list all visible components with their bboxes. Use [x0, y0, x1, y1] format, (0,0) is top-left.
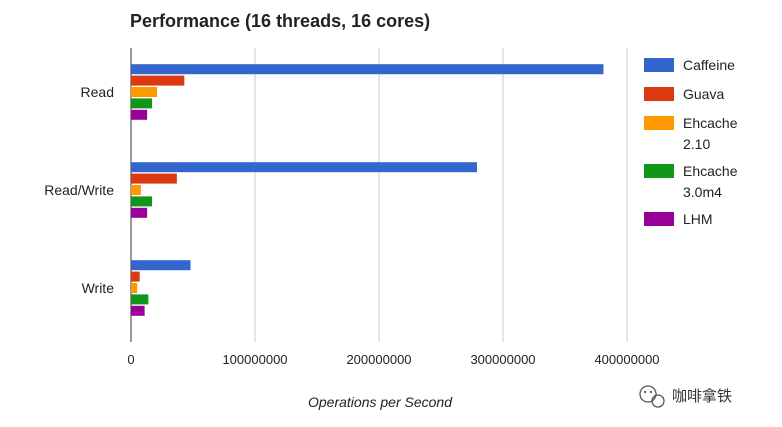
bar-caffeine-read-write — [131, 162, 477, 173]
bar-lhm-read — [131, 109, 148, 120]
bar-guava-write — [131, 271, 140, 282]
bar-caffeine-write — [131, 260, 191, 271]
bar-guava-read — [131, 75, 185, 86]
legend-swatch — [644, 164, 674, 178]
category-label: Write — [82, 280, 115, 296]
legend-label: Ehcache — [683, 163, 738, 179]
legend-swatch — [644, 58, 674, 72]
grid-lines — [130, 48, 628, 342]
legend-label: Guava — [683, 86, 724, 102]
x-tick-label: 0 — [127, 352, 134, 367]
bar-lhm-read-write — [131, 207, 148, 218]
bar-ehcache-2-10-read-write — [131, 185, 141, 195]
chart-title: Performance (16 threads, 16 cores) — [130, 11, 430, 31]
legend-label: LHM — [683, 211, 713, 227]
bar-ehcache-3-0m4-write — [131, 294, 149, 305]
bar-guava-read-write — [131, 173, 177, 184]
category-labels: Read Read/Write Write — [44, 84, 114, 296]
x-tick-labels: 0 100000000 200000000 300000000 400000000 — [127, 352, 659, 367]
legend-label: Ehcache — [683, 115, 738, 131]
legend-swatch — [644, 116, 674, 130]
x-tick-label: 300000000 — [470, 352, 535, 367]
x-tick-label: 400000000 — [594, 352, 659, 367]
watermark: 咖啡拿铁 — [639, 385, 732, 408]
x-tick-label: 200000000 — [346, 352, 411, 367]
legend-label: Caffeine — [683, 57, 735, 73]
wechat-icon — [639, 385, 665, 408]
bar-ehcache-2-10-write — [131, 283, 138, 293]
x-axis-title: Operations per Second — [308, 394, 453, 410]
legend-swatch — [644, 212, 674, 226]
x-tick-label: 100000000 — [222, 352, 287, 367]
category-label: Read — [81, 84, 114, 100]
bars — [131, 64, 604, 316]
bar-caffeine-read — [131, 64, 604, 75]
legend-swatch — [644, 87, 674, 101]
legend-label: 3.0m4 — [683, 184, 722, 200]
legend-label: 2.10 — [683, 136, 710, 152]
bar-ehcache-3-0m4-read — [131, 98, 153, 109]
watermark-text: 咖啡拿铁 — [672, 387, 732, 405]
bar-lhm-write — [131, 305, 145, 316]
legend: Caffeine Guava Ehcache 2.10 Ehcache 3.0m4 LHM — [644, 57, 738, 227]
bar-ehcache-3-0m4-read-write — [131, 196, 153, 207]
bar-ehcache-2-10-read — [131, 87, 158, 97]
category-label: Read/Write — [44, 182, 114, 198]
